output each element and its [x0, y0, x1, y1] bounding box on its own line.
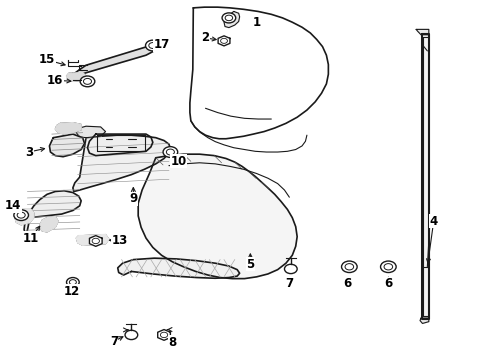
Polygon shape [138, 154, 297, 279]
Polygon shape [49, 134, 84, 157]
Circle shape [145, 40, 160, 51]
Text: 11: 11 [23, 231, 39, 244]
Text: 12: 12 [63, 285, 80, 298]
Circle shape [341, 261, 356, 273]
Text: 6: 6 [343, 277, 351, 290]
Polygon shape [40, 217, 58, 232]
Text: 3: 3 [25, 145, 33, 158]
Polygon shape [14, 210, 34, 225]
Text: 10: 10 [170, 155, 186, 168]
Text: 4: 4 [428, 215, 437, 228]
Circle shape [163, 147, 177, 157]
Polygon shape [87, 134, 153, 156]
Polygon shape [118, 258, 239, 278]
Polygon shape [66, 72, 86, 81]
Polygon shape [24, 191, 81, 237]
Text: 2: 2 [201, 31, 209, 45]
Polygon shape [55, 123, 81, 134]
Circle shape [125, 330, 138, 339]
Text: 16: 16 [47, 74, 63, 87]
Text: 9: 9 [129, 192, 137, 205]
Text: 14: 14 [5, 199, 21, 212]
Text: 15: 15 [39, 53, 55, 66]
Polygon shape [75, 45, 156, 74]
Polygon shape [89, 235, 102, 246]
Circle shape [222, 13, 235, 23]
Text: 1: 1 [252, 17, 260, 30]
Polygon shape [224, 12, 239, 28]
Polygon shape [158, 329, 170, 340]
Text: 6: 6 [384, 278, 392, 291]
Polygon shape [73, 135, 170, 192]
Text: 5: 5 [246, 258, 254, 271]
Text: 17: 17 [153, 38, 169, 51]
Circle shape [80, 76, 95, 87]
Polygon shape [76, 126, 105, 138]
Text: 7: 7 [285, 278, 293, 291]
Text: 8: 8 [168, 336, 176, 349]
Polygon shape [419, 318, 428, 323]
Polygon shape [422, 34, 428, 319]
Polygon shape [76, 234, 109, 245]
Polygon shape [415, 30, 428, 35]
Polygon shape [218, 36, 229, 46]
Text: 13: 13 [112, 234, 128, 247]
Circle shape [284, 264, 297, 274]
Text: 7: 7 [109, 335, 118, 348]
Circle shape [66, 278, 79, 287]
Circle shape [14, 210, 28, 221]
Circle shape [380, 261, 395, 273]
